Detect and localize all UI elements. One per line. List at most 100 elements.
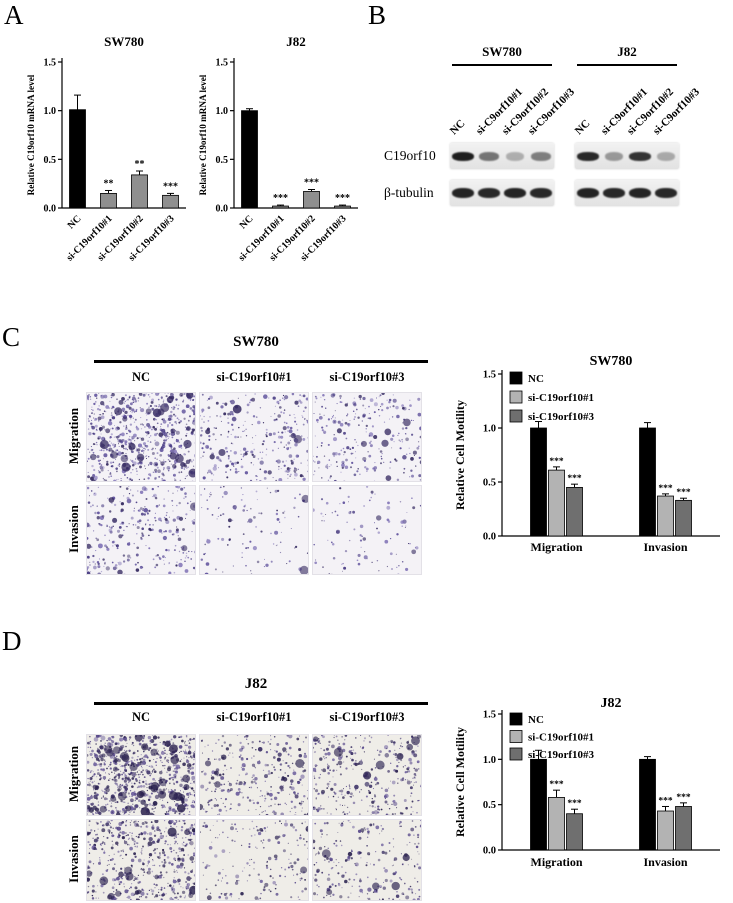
x-tick-label: Invasion (643, 855, 687, 869)
y-tick-label: 1.5 (216, 58, 229, 69)
y-axis-label: Relative Cell Motility (453, 400, 467, 510)
blot-row-label-b-tubulin: β-tubulin (384, 185, 434, 200)
bar (548, 797, 565, 851)
panel-d-row-invasion: Invasion (66, 835, 81, 883)
y-tick-label: 0.5 (44, 155, 57, 166)
x-tick-label: NC (238, 213, 256, 231)
chart-title: J82 (286, 34, 306, 49)
bar (100, 192, 117, 209)
blot-band (577, 151, 599, 161)
blot-band (604, 151, 624, 161)
significance-stars: *** (273, 193, 288, 204)
chart-title: SW780 (590, 354, 633, 369)
y-tick-label: 0.0 (483, 846, 496, 857)
bar (69, 109, 86, 209)
y-axis-label: Relative C19orf10 mRNA level (198, 74, 208, 195)
blot-band (531, 151, 551, 161)
y-tick-label: 0.0 (44, 204, 57, 215)
significance-stars: ** (135, 159, 145, 170)
panel-d-col-nc: NC (131, 710, 151, 724)
blot-band (629, 188, 651, 198)
significance-stars: *** (163, 181, 178, 192)
significance-stars: *** (676, 793, 691, 803)
transwell-image-j82-invasion-si1 (199, 819, 309, 901)
panel-c-title: SW780 (233, 334, 279, 350)
legend-swatch (509, 747, 523, 761)
panel-d-title: J82 (244, 676, 268, 692)
blot-band (655, 188, 677, 198)
y-tick-label: 0.0 (483, 532, 496, 543)
blot-band (530, 188, 552, 198)
y-tick-label: 1.0 (216, 106, 229, 117)
bar (657, 810, 674, 851)
legend-label: si-C19orf10#1 (528, 732, 594, 744)
bar (241, 110, 258, 209)
significance-stars: *** (549, 780, 564, 790)
transwell-image-sw780-invasion-nc (86, 485, 196, 575)
transwell-image-j82-migration-si3 (312, 734, 422, 816)
bar (657, 495, 674, 537)
panel-c-row-invasion: Invasion (66, 505, 81, 553)
blot-lane-label: NC (447, 117, 468, 138)
blot-strip (450, 143, 554, 169)
transwell-image-sw780-migration-si1 (199, 392, 309, 482)
y-axis-label: Relative C19orf10 mRNA level (26, 74, 36, 195)
bar (530, 427, 547, 537)
bar (303, 191, 320, 209)
panel-d-label: D (2, 626, 22, 656)
blot-band (656, 151, 676, 161)
blot-strip (575, 143, 679, 169)
bar (162, 194, 179, 209)
panel-c-col-si1: si-C19orf10#1 (216, 370, 292, 384)
chart-motility-sw780: 0.0 0.5 1.0 1.5 SW780 Relative Cell Motility *… (453, 354, 720, 554)
legend-label: NC (528, 373, 544, 385)
significance-stars: *** (335, 193, 350, 204)
bar (334, 205, 351, 209)
chart-qpcr-j82: 0.0 0.5 1.0 1.5 J82 Relative C19orf10 mRNA le… (198, 34, 358, 264)
panel-d-row-migration: Migration (66, 745, 81, 803)
x-tick-label: Migration (531, 855, 583, 869)
panel-c-col-nc: NC (131, 370, 151, 384)
significance-stars: *** (676, 488, 691, 498)
blot-strip (450, 180, 554, 206)
legend-swatch (509, 371, 523, 385)
panel-c-underline (94, 360, 428, 363)
y-tick-label: 1.0 (44, 106, 57, 117)
legend-label: NC (528, 714, 544, 726)
blot-band (603, 188, 625, 198)
panel-c-row-migration: Migration (66, 407, 81, 465)
blot-band (629, 151, 651, 161)
bar (675, 499, 692, 537)
bar (131, 174, 148, 209)
panel-d-col-si1: si-C19orf10#1 (216, 710, 292, 724)
x-tick-label: NC (66, 213, 84, 231)
transwell-image-sw780-migration-si3 (312, 392, 422, 482)
blot-group-title-j82: J82 (617, 44, 637, 59)
panel-b-label: B (368, 0, 387, 30)
transwell-image-sw780-migration-nc (86, 392, 196, 482)
significance-stars: *** (304, 178, 319, 189)
panel-d-underline (94, 702, 428, 705)
y-tick-label: 1.0 (483, 755, 496, 766)
bar (566, 813, 583, 851)
panel-c-col-si3: si-C19orf10#3 (329, 370, 405, 384)
blot-underline-sw780 (452, 64, 552, 66)
y-tick-label: 1.5 (483, 370, 496, 381)
legend-label: si-C19orf10#3 (528, 749, 594, 761)
y-tick-label: 1.0 (483, 424, 496, 435)
panel-c-label: C (2, 322, 21, 352)
bar (548, 469, 565, 537)
chart-motility-j82: 0.0 0.5 1.0 1.5 J82 Relative Cell Motility ***… (453, 696, 720, 869)
transwell-image-j82-invasion-si3 (312, 819, 422, 901)
blot-band (452, 151, 474, 161)
bar (530, 758, 547, 851)
y-tick-label: 0.0 (216, 204, 229, 215)
bar (639, 758, 656, 851)
significance-stars: *** (658, 796, 673, 806)
x-tick-label: Migration (531, 540, 583, 554)
significance-stars: ** (104, 178, 114, 189)
transwell-image-j82-migration-nc (86, 734, 196, 816)
y-tick-label: 0.5 (483, 800, 496, 811)
blot-band (479, 151, 499, 161)
